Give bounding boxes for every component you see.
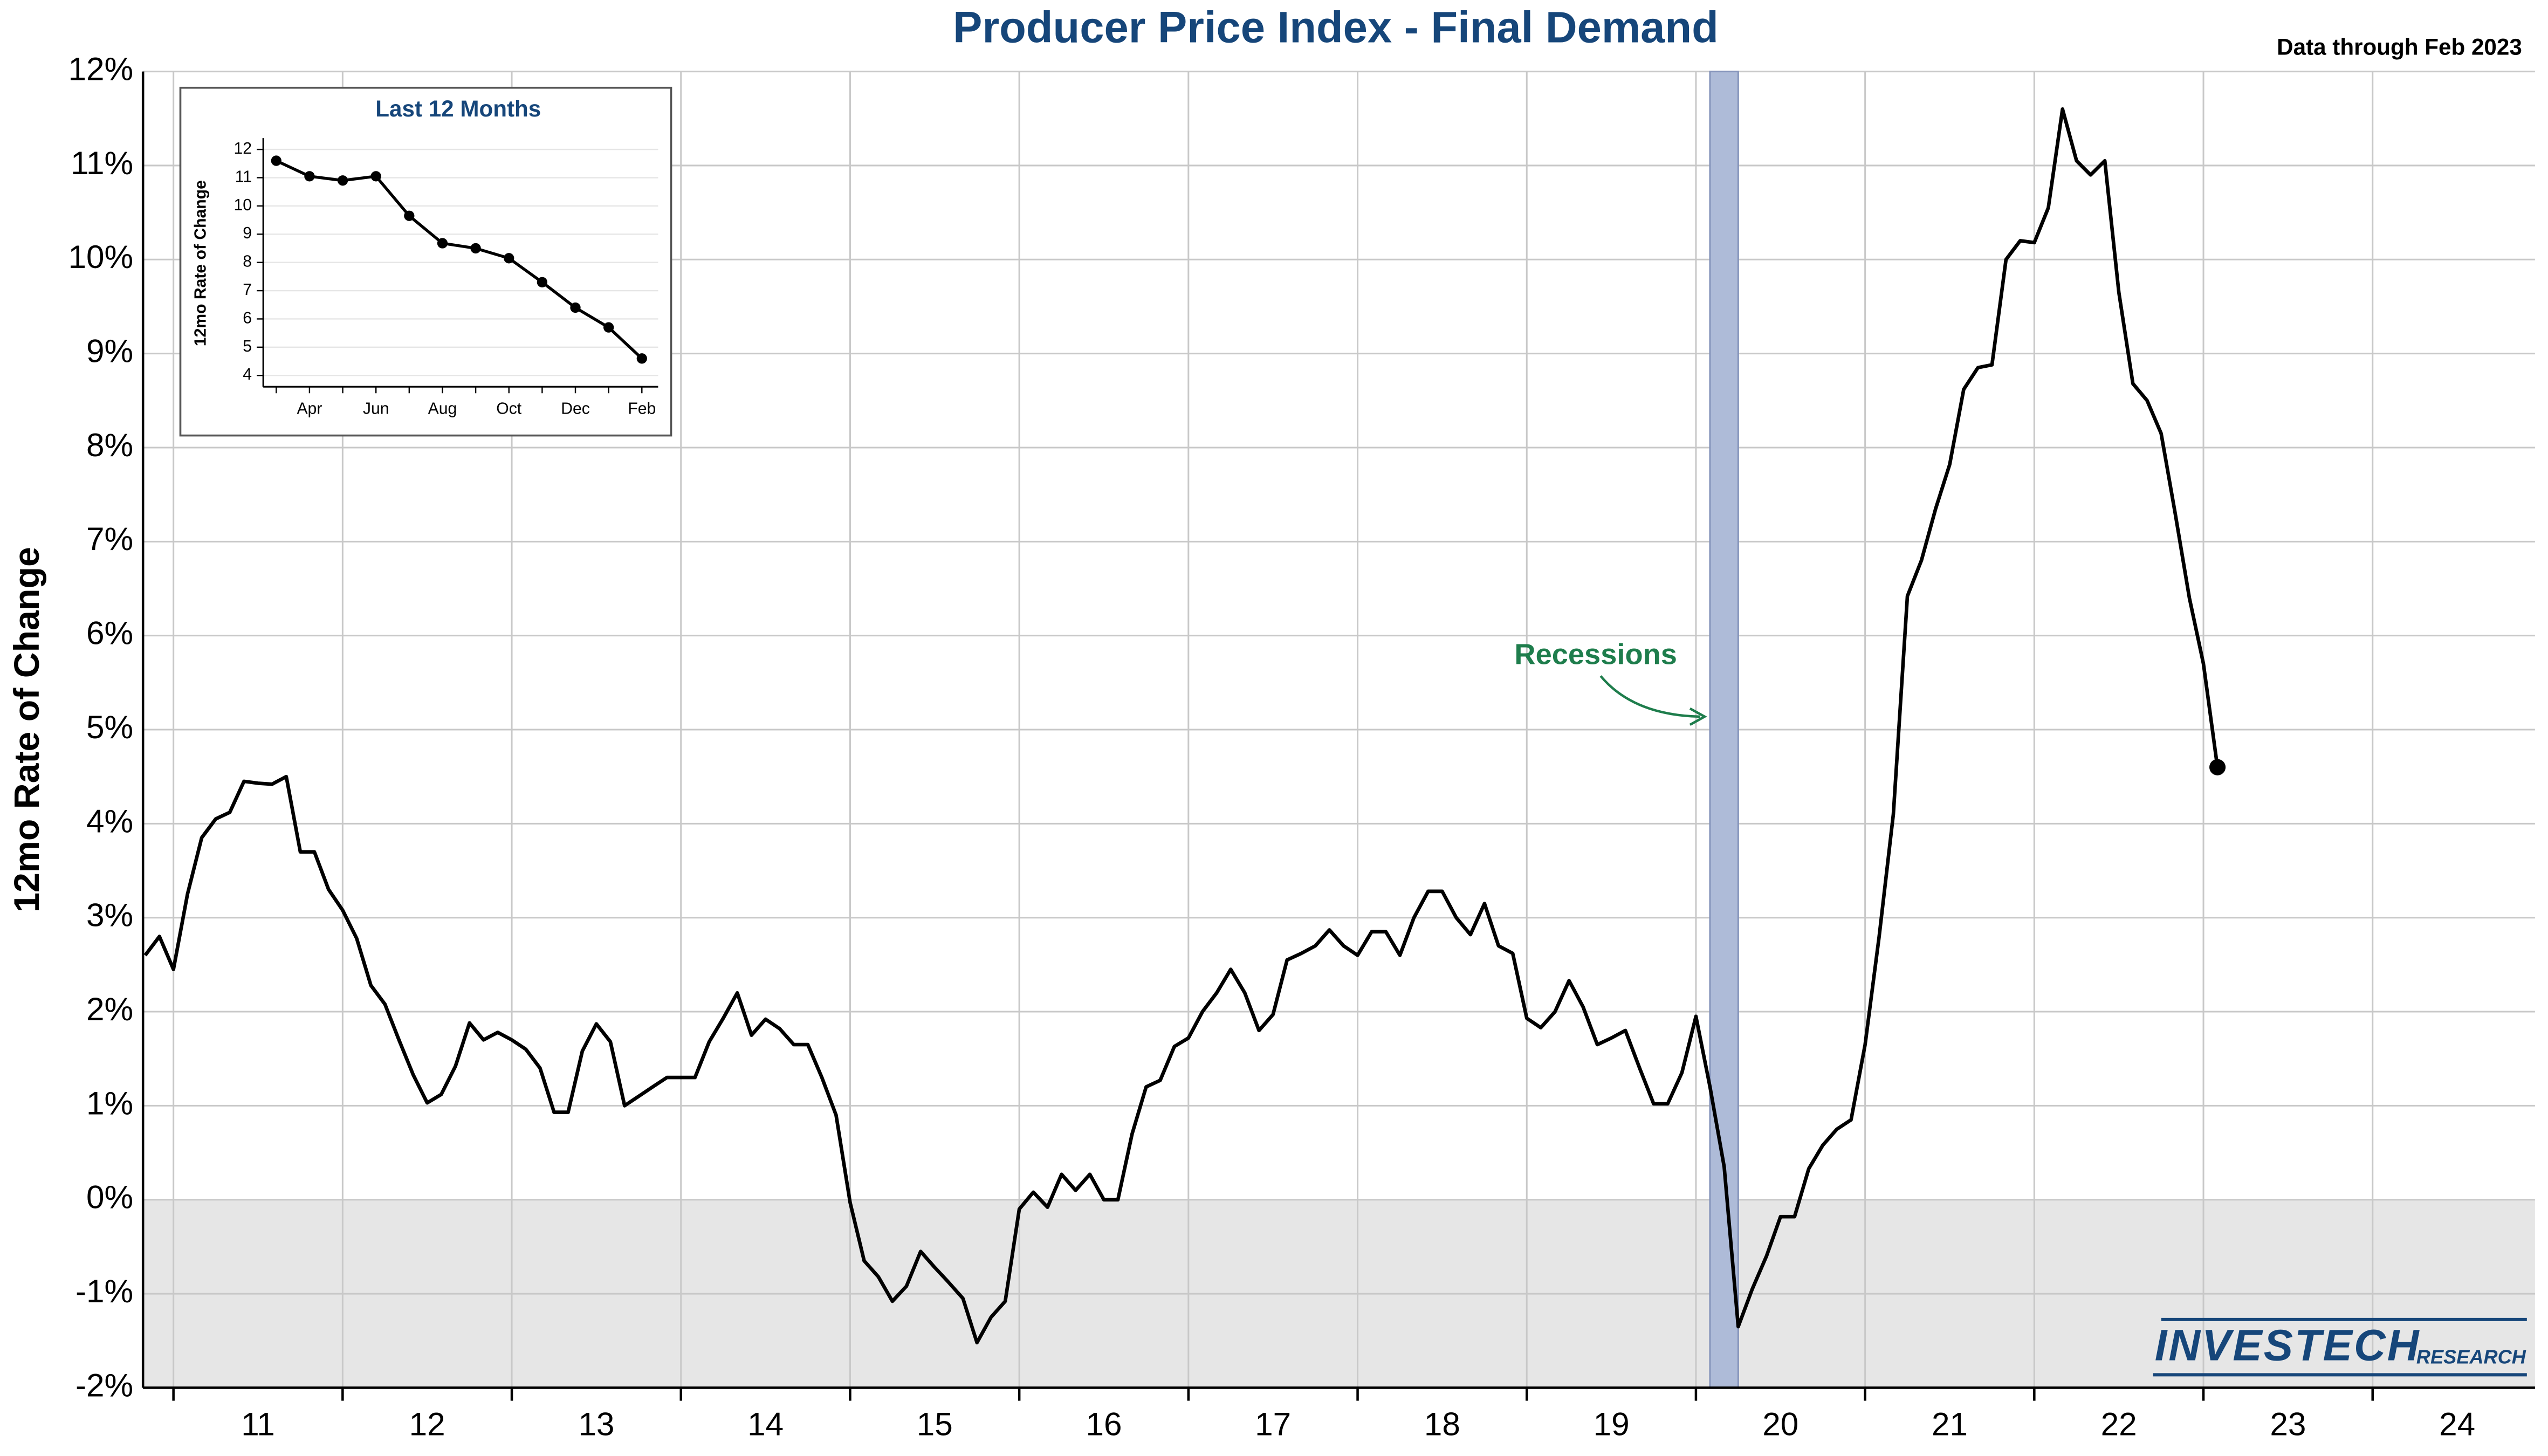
data-point bbox=[470, 243, 481, 254]
y-tick-label: 10% bbox=[68, 238, 134, 275]
data-point bbox=[603, 322, 614, 333]
y-tick-label: 7% bbox=[86, 520, 133, 557]
y-tick-label: 4% bbox=[86, 802, 133, 839]
y-tick-label: 6% bbox=[86, 615, 133, 651]
data-point bbox=[337, 175, 348, 186]
y-tick-label: 12% bbox=[68, 51, 134, 87]
chart-title: Producer Price Index - Final Demand bbox=[953, 3, 1719, 52]
y-tick-label: 5% bbox=[86, 709, 133, 745]
y-tick-label: 11% bbox=[71, 145, 133, 181]
y-tick-label: 5 bbox=[243, 338, 252, 355]
x-tick-label: 17 bbox=[1255, 1406, 1291, 1443]
x-tick-label: 16 bbox=[1086, 1406, 1122, 1443]
inset-title: Last 12 Months bbox=[375, 96, 541, 121]
x-tick-label: 12 bbox=[409, 1406, 445, 1443]
x-tick-label: 24 bbox=[2439, 1406, 2475, 1443]
x-tick-label: 21 bbox=[1932, 1406, 1968, 1443]
y-tick-label: -1% bbox=[75, 1273, 133, 1309]
x-tick-label: 23 bbox=[2270, 1406, 2306, 1443]
y-tick-label: 3% bbox=[86, 897, 133, 933]
data-point bbox=[570, 302, 581, 313]
x-tick-label: Dec bbox=[561, 400, 590, 417]
y-tick-label: -2% bbox=[75, 1366, 133, 1403]
data-line bbox=[143, 107, 2220, 1345]
annotation-arrowhead bbox=[1689, 707, 1707, 726]
recession-band bbox=[1709, 71, 1739, 1389]
main-chart: -2% -1% 0% 1% 2% 3% 4% 5% 6% 7% 8% 9% 10% 11% 12% 11 12 1… bbox=[68, 51, 2535, 1443]
y-tick-label: 12 bbox=[234, 140, 252, 157]
x-tick-label: 13 bbox=[578, 1406, 614, 1443]
x-tick-label: Feb bbox=[628, 400, 656, 417]
x-tick-label: Aug bbox=[428, 400, 457, 417]
x-tick-label: Jun bbox=[363, 400, 389, 417]
y-tick-label: 8 bbox=[243, 253, 252, 271]
y-tick-label: 9% bbox=[86, 333, 133, 369]
inset-chart: Last 12 Months 12mo Rate of Change 4 5 6 7 8 9 1… bbox=[179, 86, 672, 437]
y-tick-label: 0% bbox=[86, 1179, 133, 1215]
data-point bbox=[304, 171, 315, 182]
x-tick-label: Oct bbox=[496, 400, 521, 417]
x-tick-label: 18 bbox=[1424, 1406, 1460, 1443]
y-tick-label: 11 bbox=[235, 168, 252, 186]
data-point bbox=[271, 155, 281, 166]
data-line bbox=[276, 159, 643, 360]
x-tick-label: 14 bbox=[747, 1406, 784, 1443]
inset-frame bbox=[179, 86, 672, 437]
data-point bbox=[370, 171, 381, 182]
y-axis-label: 12mo Rate of Change bbox=[7, 547, 47, 912]
y-tick-label: 9 bbox=[243, 224, 252, 242]
y-tick-label: 6 bbox=[243, 309, 252, 327]
y-tick-label: 8% bbox=[86, 427, 133, 463]
logo: INVESTECH bbox=[2155, 1321, 2421, 1370]
x-tick-label: 20 bbox=[1762, 1406, 1798, 1443]
logo-sub: RESEARCH bbox=[2416, 1346, 2526, 1368]
x-tick-label: 11 bbox=[241, 1406, 275, 1443]
data-point bbox=[437, 238, 448, 249]
y-tick-label: 1% bbox=[86, 1084, 133, 1121]
annotation-arrow bbox=[1599, 675, 1700, 718]
x-tick-label: 19 bbox=[1594, 1406, 1630, 1443]
subtitle: Data through Feb 2023 bbox=[2277, 35, 2522, 60]
y-tick-label: 10 bbox=[234, 196, 252, 214]
y-tick-label: 4 bbox=[243, 366, 252, 383]
end-marker bbox=[2209, 759, 2226, 775]
x-tick-label: 22 bbox=[2101, 1406, 2137, 1443]
x-tick-label: 15 bbox=[917, 1406, 953, 1443]
data-point bbox=[504, 253, 514, 264]
data-point bbox=[404, 210, 415, 221]
y-tick-label: 2% bbox=[86, 991, 133, 1027]
data-point bbox=[636, 353, 647, 364]
y-tick-label: 7 bbox=[243, 281, 252, 299]
inset-y-label: 12mo Rate of Change bbox=[192, 180, 210, 346]
x-tick-label: Apr bbox=[297, 400, 322, 417]
data-point bbox=[537, 277, 548, 287]
recession-label: Recessions bbox=[1514, 638, 1677, 671]
